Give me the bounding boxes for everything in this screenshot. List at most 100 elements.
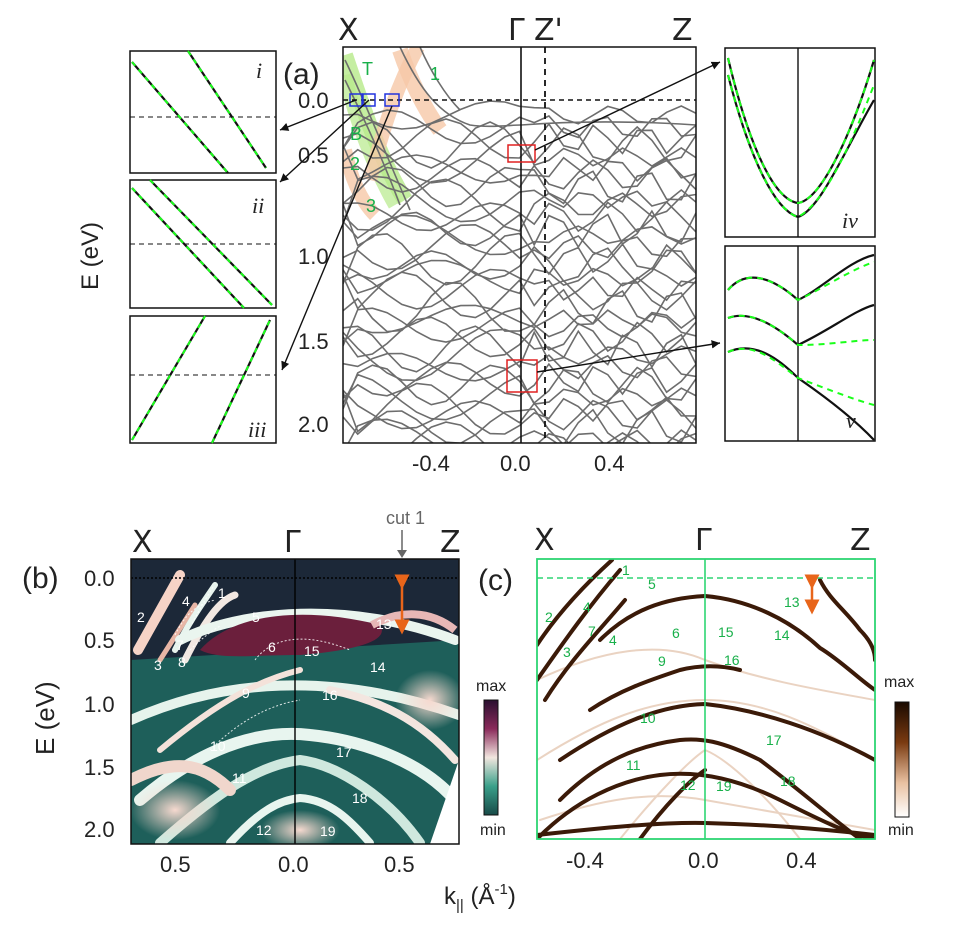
b-num-6: 6	[268, 639, 276, 655]
panel-b-frame	[130, 558, 460, 845]
panel-c-band-numbers: 1 2 3 4 4 5 6 7 9 10 11 12 13 14 15 16 1…	[545, 562, 800, 794]
c-num-16: 16	[724, 652, 740, 668]
panel-b-label: (b)	[22, 562, 59, 595]
a-ytick-0: 0.0	[298, 88, 329, 113]
band-line	[343, 214, 696, 256]
c-num-15: 15	[718, 624, 734, 640]
panel-c-top-gamma: Γ	[695, 523, 712, 558]
b-num-9: 9	[242, 685, 250, 701]
panel-c: (c) X Γ Z	[478, 523, 914, 873]
band-line	[343, 316, 696, 358]
band-line	[419, 47, 461, 111]
panel-a-top-x: X	[338, 13, 359, 48]
xlabel-sub: ||	[456, 897, 464, 914]
b-num-7: 7	[176, 637, 184, 653]
band-line	[343, 200, 696, 233]
unfolded-map	[537, 559, 875, 839]
panel-a-xaxis: -0.4 0.0 0.4	[412, 451, 625, 476]
panel-b-ylabel: E (eV)	[30, 681, 60, 755]
band-line	[410, 421, 696, 443]
b-num-8: 8	[178, 654, 186, 670]
zoom-box-i	[349, 93, 363, 107]
b-num-10: 10	[210, 738, 226, 754]
cut-1-label: cut 1	[386, 508, 425, 528]
zoom-panel-ii: ii	[129, 179, 277, 309]
a-xtick-0: -0.4	[412, 451, 450, 476]
zoom-label-i: i	[256, 58, 262, 83]
band-line	[343, 130, 696, 184]
cbar-b-max: max	[476, 678, 506, 695]
zoom-label-iii: iii	[248, 417, 266, 442]
c-num-6: 6	[672, 625, 680, 641]
panel-b-top-gamma: Γ	[284, 525, 301, 560]
arpes-map	[131, 559, 459, 844]
panel-a-top-gamma: Γ	[508, 13, 525, 48]
b-xtick-0: 0.5	[160, 852, 191, 877]
panel-c-xaxis: -0.4 0.0 0.4	[566, 848, 817, 873]
c-num-12: 12	[680, 777, 696, 793]
c-num-13: 13	[784, 594, 800, 610]
zoom-label-iv: iv	[842, 208, 858, 233]
band-tag-B: B	[350, 124, 362, 144]
band-line	[343, 373, 696, 421]
band-line	[343, 352, 696, 382]
xlabel-exp: -1	[494, 881, 507, 898]
band-line	[343, 144, 696, 184]
band-line	[343, 166, 696, 208]
band-line	[343, 203, 696, 249]
band-line	[343, 109, 696, 149]
b-num-13: 13	[376, 616, 392, 632]
band-line	[343, 325, 696, 373]
c-num-1: 1	[622, 562, 630, 578]
zoom-box-iv	[507, 144, 536, 163]
b-num-15: 15	[304, 643, 320, 659]
panel-c-frame	[536, 558, 876, 840]
b-xtick-1: 0.0	[278, 852, 309, 877]
panel-a-ylabel: E (eV)	[77, 222, 104, 290]
b-num-14: 14	[370, 659, 386, 675]
band-line	[343, 264, 696, 310]
xlabel-close: )	[508, 883, 516, 910]
panel-a-top-zprime: Z'	[534, 13, 563, 48]
b-num-11: 11	[232, 770, 247, 786]
band-line	[343, 175, 696, 224]
c-num-18: 18	[780, 773, 796, 789]
cbar-b-min: min	[480, 822, 506, 839]
b-num-16: 16	[322, 687, 338, 703]
panel-a-yaxis: 0.0 0.5 1.0 1.5 2.0	[298, 88, 329, 437]
a-ytick-4: 2.0	[298, 412, 329, 437]
c-num-10: 10	[640, 710, 656, 726]
panel-c-top-z: Z	[850, 523, 871, 558]
b-num-3: 3	[154, 657, 162, 673]
b-num-1: 1	[218, 585, 226, 601]
band-line	[343, 328, 696, 382]
panel-b-top-x: X	[132, 525, 153, 560]
band-line	[343, 271, 696, 319]
zoom-panel-i: i	[129, 50, 277, 174]
zoom-label-ii: ii	[252, 193, 264, 218]
b-ytick-2: 1.0	[84, 692, 115, 717]
band-line	[343, 100, 696, 130]
b-num-4: 4	[182, 593, 190, 609]
band-tag-T: T	[362, 59, 373, 79]
b-ytick-4: 2.0	[84, 817, 115, 842]
cbar-c-min: min	[888, 822, 914, 839]
c-num-7: 7	[588, 623, 596, 639]
b-ytick-0: 0.0	[84, 566, 115, 591]
c-num-11: 11	[626, 757, 641, 773]
shared-xlabel: k|| (Å-1)	[444, 881, 516, 914]
b-ytick-3: 1.5	[84, 755, 115, 780]
colorbar-c: max min	[884, 674, 914, 839]
c-num-5: 5	[648, 576, 656, 592]
band-tag-3: 3	[366, 196, 376, 216]
colorbar-b: max min	[476, 678, 506, 839]
panel-b: (b) X Γ Z cut 1	[22, 508, 506, 877]
band-line	[343, 118, 696, 163]
panel-a-top-z: Z	[672, 13, 693, 48]
band-line	[343, 307, 696, 347]
panel-c-label: (c)	[478, 564, 513, 597]
b-num-18: 18	[352, 790, 368, 806]
b-ytick-1: 0.5	[84, 628, 115, 653]
xlabel-k: k	[444, 883, 457, 910]
zoom-panel-v: v	[724, 245, 876, 442]
